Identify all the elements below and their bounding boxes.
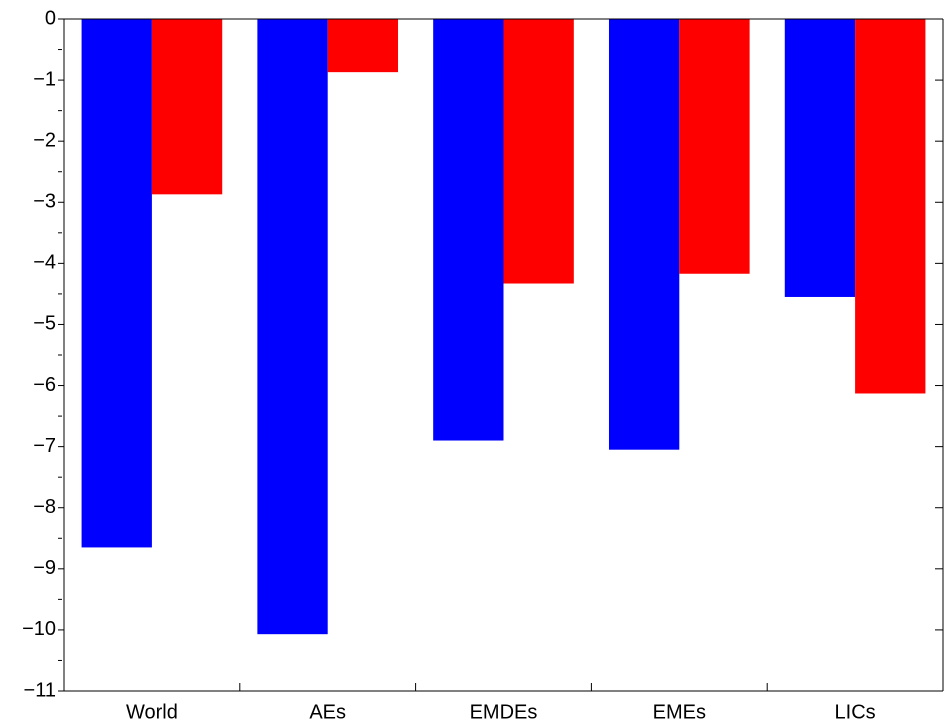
y-tick-label: −8 [33,496,56,518]
bar [784,19,856,297]
bar [327,19,399,73]
y-tick-label: −4 [33,252,56,274]
x-tick-label: AEs [309,701,346,723]
y-tick-label: −9 [33,557,56,579]
x-tick-label: World [126,701,178,723]
y-tick-label: −6 [33,374,56,396]
y-tick-label: 0 [45,7,56,29]
y-tick-label: −5 [33,313,56,335]
x-tick-label: LICs [835,701,876,723]
y-tick-label: −7 [33,435,56,457]
x-tick-label: EMEs [653,701,706,723]
y-tick-label: −3 [33,191,56,213]
y-tick-label: −10 [22,618,56,640]
bar [679,19,750,274]
y-tick-label: −1 [33,68,56,90]
bar [257,19,328,635]
bar [503,19,574,284]
x-tick-label: EMDEs [470,701,538,723]
bar [433,19,504,441]
y-tick-label: −11 [24,679,56,701]
y-tick-label: −2 [33,129,56,151]
bar [855,19,926,394]
bar [151,19,223,195]
bar [81,19,152,548]
bar [608,19,680,450]
